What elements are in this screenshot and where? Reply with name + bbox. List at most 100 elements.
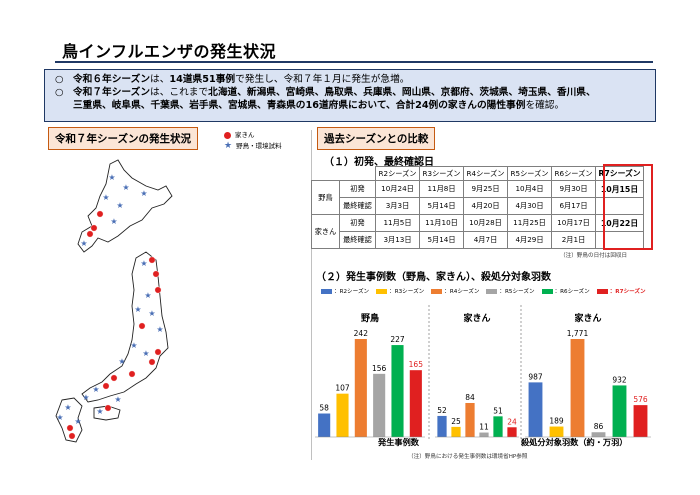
table-cell: 10月28日 xyxy=(463,214,508,232)
wild-bird-marker: ★ xyxy=(64,403,71,412)
map-section-label: 令和７年シーズンの発生状況 xyxy=(48,127,198,150)
poultry-outbreak-marker xyxy=(154,286,162,294)
table-cell: 10月24日 xyxy=(375,180,420,198)
table-cell: 5月14日 xyxy=(419,197,464,215)
legend-item: ：R4シーズン xyxy=(431,287,479,295)
page-title: 鳥インフルエンザの発生状況 xyxy=(62,42,277,61)
table-cell: 9月30日 xyxy=(551,180,596,198)
table-header: R3シーズン xyxy=(419,166,464,181)
table-row: 野鳥 初発 10月24日 11月8日 9月25日 10月4日 9月30日 10月… xyxy=(311,180,644,215)
poultry-outbreak-marker xyxy=(148,256,156,264)
table-row: 最終確認 3月13日 5月14日 4月7日 4月29日 2月1日 xyxy=(312,231,644,249)
table-cell: 6月17日 xyxy=(551,197,596,215)
bar xyxy=(373,373,386,437)
table-cell: 11月5日 xyxy=(375,214,420,232)
table-note: （注）野鳥の日付は回収日 xyxy=(560,253,628,259)
table-cell: 10月17日 xyxy=(551,214,596,232)
legend-label: ：R6シーズン xyxy=(554,289,590,295)
bar xyxy=(507,427,517,437)
table-header: R5シーズン xyxy=(507,166,552,181)
compare-section-label: 過去シーズンとの比較 xyxy=(317,127,436,150)
legend-item: ：R6シーズン xyxy=(541,287,590,295)
bar xyxy=(570,339,585,437)
legend-swatch xyxy=(486,289,498,294)
row-label: 最終確認 xyxy=(339,231,376,249)
legend-label: ：R4シーズン xyxy=(444,289,480,295)
kyushu-outline xyxy=(55,397,83,443)
legend-item: ：R5シーズン xyxy=(486,287,535,295)
wild-bird-marker: ★ xyxy=(114,395,121,404)
chart-note: （注）野鳥における発生事例数は環境省HP参照 xyxy=(408,454,528,460)
honshu-outline xyxy=(81,251,169,403)
wild-bird-marker: ★ xyxy=(110,217,117,226)
poultry-outbreak-marker xyxy=(104,404,112,412)
table-row: 家きん 初発 11月5日 11月10日 10月28日 11月25日 10月17日… xyxy=(311,214,644,249)
data-label: 227 xyxy=(390,335,405,344)
legend-wild: 野鳥・環境試料 xyxy=(236,142,282,150)
title-underline xyxy=(55,61,653,63)
data-label: 84 xyxy=(465,393,475,402)
japan-map: ★ ★ ★ ★ ★ ★ ★ ★ ★ ★ ★ ★ ★ ★ ★ ★ ★ ★ ★ ★ … xyxy=(48,156,310,446)
wild-bird-marker: ★ xyxy=(108,173,115,182)
poultry-outbreak-marker xyxy=(68,432,76,440)
poultry-outbreak-marker xyxy=(90,224,98,232)
poultry-outbreak-marker xyxy=(128,370,136,378)
data-label: 58 xyxy=(319,404,329,413)
table-cell: 11月8日 xyxy=(419,180,464,198)
poultry-outbreak-marker xyxy=(102,382,110,390)
dates-subtitle: （１）初発、最終確認日 xyxy=(324,157,434,168)
chart-legend: ：R2シーズン ：R3シーズン ：R4シーズン ：R5シーズン ：R6シーズン … xyxy=(321,287,646,295)
wild-bird-marker: ★ xyxy=(144,291,151,300)
legend-swatch xyxy=(541,289,553,294)
wild-bird-marker: ★ xyxy=(80,239,87,248)
r7-text: は、これまで xyxy=(150,87,209,98)
bar xyxy=(633,405,648,437)
bar xyxy=(437,415,447,437)
season-dates-table: R2シーズン R3シーズン R4シーズン R5シーズン R6シーズン R7シーズ… xyxy=(311,166,644,249)
r6-text-end: で発生し、令和７年１月に発生が急増。 xyxy=(235,74,410,85)
row-label: 初発 xyxy=(339,214,376,232)
wild-bird-marker: ★ xyxy=(148,309,155,318)
wild-bird-marker: ★ xyxy=(140,259,147,268)
bar xyxy=(451,426,461,437)
legend-swatch xyxy=(376,289,388,294)
wild-bird-marker: ★ xyxy=(96,407,103,416)
poultry-outbreak-marker xyxy=(96,210,104,218)
bar xyxy=(591,432,606,437)
bullet-icon: ○ xyxy=(55,87,64,98)
poultry-outbreak-marker xyxy=(152,270,160,278)
bar xyxy=(354,339,367,437)
data-label: 107 xyxy=(335,384,350,393)
chart-title: 家きん xyxy=(574,312,601,324)
wild-bird-marker: ★ xyxy=(56,413,63,422)
wild-bird-marker: ★ xyxy=(142,349,149,358)
legend-poultry: 家きん xyxy=(235,131,255,139)
r6-season-label: 令和６年シーズン xyxy=(73,74,151,85)
table-header: R2シーズン xyxy=(375,166,420,181)
poultry-outbreak-marker xyxy=(138,322,146,330)
data-label: 52 xyxy=(437,406,447,415)
data-label: 242 xyxy=(354,329,369,338)
wild-bird-marker: ★ xyxy=(140,189,147,198)
data-label: 189 xyxy=(549,417,564,426)
table-cell: 2月1日 xyxy=(551,231,596,249)
r6-count: 14道県51事例 xyxy=(169,74,236,85)
table-cell: 5月14日 xyxy=(419,231,464,249)
cases-subtitle: （２）発生事例数（野鳥、家きん）、殺処分対象羽数 xyxy=(316,272,551,283)
data-label: 156 xyxy=(372,364,387,373)
table-row: 最終確認 3月3日 5月14日 4月20日 4月30日 6月17日 xyxy=(312,197,644,215)
legend-item: ：R7シーズン xyxy=(596,287,646,295)
legend-label: ：R2シーズン xyxy=(334,289,370,295)
legend-swatch xyxy=(596,289,608,294)
table-cell: 4月7日 xyxy=(463,231,508,249)
wild-bird-marker: ★ xyxy=(122,183,129,192)
data-label: 86 xyxy=(594,422,604,431)
wild-bird-marker: ★ xyxy=(156,325,163,334)
bar xyxy=(465,402,475,437)
wild-bird-marker: ★ xyxy=(118,357,125,366)
legend-item: ：R3シーズン xyxy=(376,287,424,295)
bar xyxy=(528,382,543,437)
table-header-row: R2シーズン R3シーズン R4シーズン R5シーズン R6シーズン R7シーズ… xyxy=(312,166,644,181)
poultry-outbreak-marker xyxy=(148,358,156,366)
bar xyxy=(479,432,489,437)
